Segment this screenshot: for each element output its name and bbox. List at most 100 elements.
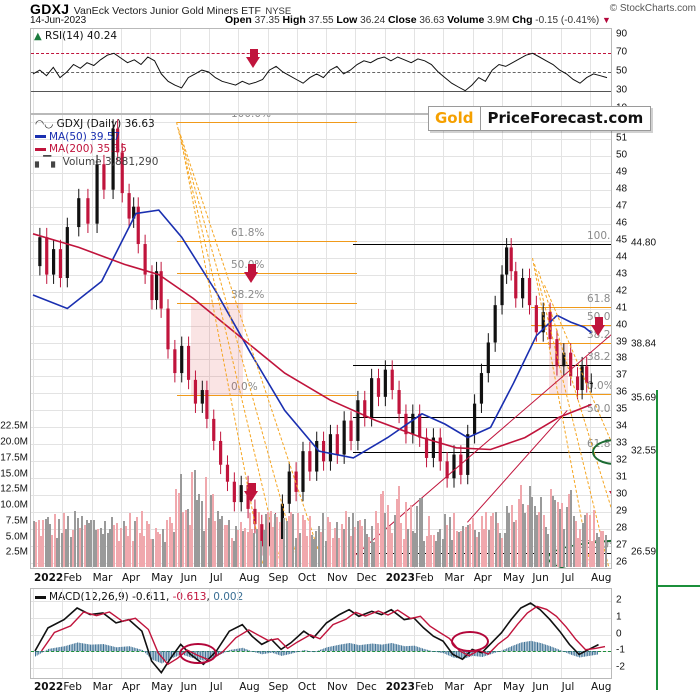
volume-bar [322,513,325,567]
volume-bar [326,517,329,567]
volume-bar [283,518,286,567]
volume-bar [46,516,49,567]
volume-bar [496,523,499,567]
open-value: 37.35 [254,15,280,26]
volume-bar [62,512,65,567]
volume-bar [506,506,508,567]
macd-cross-ellipse-2 [451,631,489,653]
volume-bar [152,539,155,567]
volume-bar [554,500,557,567]
volume-bar [223,525,226,567]
legend-ma200-row: MA(200) 35.35 [35,143,158,156]
black-level-label-1: 38.2% [587,350,611,363]
date-tick-label: Jul [209,572,223,584]
volume-bar [131,541,134,567]
volume-bar [235,526,237,567]
volume-bar [237,530,240,567]
volume-bar [347,516,350,567]
grid-line-vertical [384,29,386,113]
volume-bar [297,513,299,567]
volume-bar [416,506,419,567]
volume-bar [315,530,318,567]
volume-bar [290,511,293,567]
date-tick-label: Jun [180,572,197,584]
date-tick-label: Aug [590,681,612,693]
grid-line-vertical [62,115,64,568]
rsi-indicator-icon: ▲ [34,31,42,42]
legend-volume-text: Volume 3,881,290 [62,155,159,168]
volume-bar [193,470,196,567]
date-tick-label: 2022 [34,681,64,693]
grid-line-horizontal [31,478,611,480]
volume-bar [161,528,164,567]
macd-value: -0.611 [132,591,166,603]
grid-line-vertical [208,589,210,678]
volume-bar [120,527,123,567]
macd-axis-tick: 0 [616,628,622,639]
volume-axis-tick: 10.0M [0,499,28,511]
exchange-name: NYSE [265,6,292,17]
volume-bar [384,512,387,567]
grid-line-vertical [150,115,152,568]
date-axis-top: 2022 Feb Mar Apr May Jun Jul Aug Sep Oct Nov Dec 202… [30,570,612,587]
grid-line-horizontal [31,410,611,412]
rsi-overbought-arrow-1 [246,49,261,68]
volume-bar [228,520,231,567]
volume-bar [69,536,72,567]
horizontal-level-38.2% [353,364,611,366]
grid-line-vertical [267,29,269,113]
rsi-axis-tick: 50 [616,65,628,77]
volume-bar [391,533,394,567]
volume-bar [85,519,88,567]
price-axis-tick: 34 [616,420,628,432]
volume-bar [483,529,485,567]
price-axis-tick: 33 [616,437,628,449]
date-tick-label: Oct [297,572,316,584]
volume-bar [182,511,185,567]
volume-bar [524,513,527,567]
grid-line-horizontal [31,495,611,497]
volume-bar [545,527,547,567]
volume-bar [106,532,109,567]
price-axis-tick: 29 [616,505,628,517]
volume-bar [184,509,187,567]
fib-label-left-0: 100.0% [231,115,271,120]
volume-bar [317,526,320,567]
volume-bar [492,512,495,567]
grid-line-vertical [33,589,34,678]
projection-vertical-line [656,390,658,690]
volume-bar [177,493,180,567]
price-axis-tick: 42 [616,285,628,297]
date-tick-label: Feb [63,572,82,584]
volume-bar [163,541,166,567]
volume-bar [540,496,543,567]
volume-bar [579,528,582,567]
volume-bar [225,525,228,567]
date-tick-label: Feb [415,681,434,693]
price-axis-tick: 41 [616,302,628,314]
close-value: 36.63 [419,15,445,26]
volume-axis-tick: 20.0M [0,436,28,448]
grid-line-vertical [443,589,445,678]
volume-bar [157,532,159,567]
grid-line-vertical [502,29,503,113]
volume-bar [166,519,169,567]
price-axis-tick: 37 [616,369,628,381]
date-tick-label: Jun [532,572,549,584]
projection-horizontal-line [656,585,700,587]
volume-bar [42,519,45,567]
volume-bar [556,502,559,567]
grid-line-horizontal [31,444,611,446]
volume-bar [600,530,603,567]
price-axis-tick: 50 [616,149,628,161]
volume-bar [88,523,91,567]
grid-line-horizontal [31,223,611,225]
volume-bar [138,532,141,567]
volume-bar [267,511,270,567]
macd-panel: MACD(12,26,9) -0.611, -0.613, 0.002 [30,588,612,679]
grid-line-vertical [326,115,328,568]
quote-date: 14-Jun-2023 [30,15,87,26]
fib-label-right-0: 100.0% [587,230,611,243]
grid-line-vertical [443,29,445,113]
volume-bar [508,513,511,567]
